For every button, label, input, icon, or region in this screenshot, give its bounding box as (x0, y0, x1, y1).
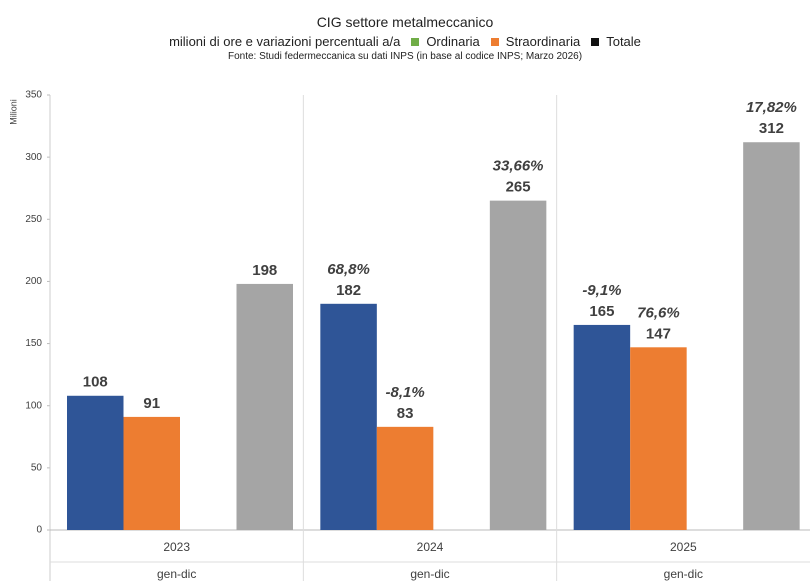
bar (320, 303, 377, 530)
y-tick-label: 350 (25, 90, 42, 101)
data-label: 182 (336, 282, 361, 299)
y-tick-label: 50 (31, 462, 43, 473)
change-label: 33,66% (493, 158, 544, 175)
change-label: -8,1% (385, 384, 424, 401)
bar (67, 395, 124, 530)
x-tick-label: 2023 (163, 540, 190, 554)
change-label: 76,6% (637, 304, 680, 321)
y-tick-label: 150 (25, 338, 42, 349)
bar (630, 347, 687, 530)
bar (573, 324, 631, 530)
y-tick-label: 250 (25, 214, 42, 225)
bar (489, 200, 547, 530)
y-tick-label: 200 (25, 276, 42, 287)
y-tick-label: 100 (25, 400, 42, 411)
bar (376, 426, 434, 530)
x-sub-label: gen-dic (664, 567, 703, 581)
bar (743, 142, 800, 530)
data-label: 312 (759, 120, 784, 137)
x-sub-label: gen-dic (410, 567, 449, 581)
legend-label: Straordinaria (505, 34, 581, 49)
legend-swatch (411, 37, 420, 46)
data-label: 91 (143, 395, 160, 412)
legend-label: Totale (606, 34, 641, 49)
data-label: 165 (589, 303, 614, 320)
x-tick-label: 2025 (670, 540, 697, 554)
subtitle: CIG settore metalmeccanico (316, 14, 494, 30)
data-label: 198 (252, 262, 277, 279)
change-label: 68,8% (327, 261, 370, 278)
description: milioni di ore e variazioni percentuali … (169, 34, 401, 49)
change-label: 17,82% (746, 99, 797, 116)
y-tick-label: 0 (36, 525, 42, 536)
data-label: 147 (646, 325, 671, 342)
y-axis-label: Milioni (8, 99, 18, 125)
x-tick-label: 2024 (417, 540, 444, 554)
bar (236, 283, 293, 530)
source: Fonte: Studi federmeccanica su dati INPS… (227, 51, 583, 62)
y-tick-label: 300 (25, 152, 42, 163)
data-label: 108 (83, 374, 108, 391)
x-sub-label: gen-dic (157, 567, 196, 581)
legend-label: Ordinaria (426, 34, 480, 49)
legend-swatch (490, 37, 499, 46)
bar (123, 416, 180, 530)
change-label: -9,1% (582, 282, 621, 299)
legend-swatch (591, 37, 600, 46)
data-label: 83 (397, 405, 414, 422)
data-label: 265 (506, 179, 531, 196)
header: CIG settore metalmeccanico milioni di or… (0, 0, 810, 62)
legend: milioni di ore e variazioni percentuali … (0, 34, 810, 49)
